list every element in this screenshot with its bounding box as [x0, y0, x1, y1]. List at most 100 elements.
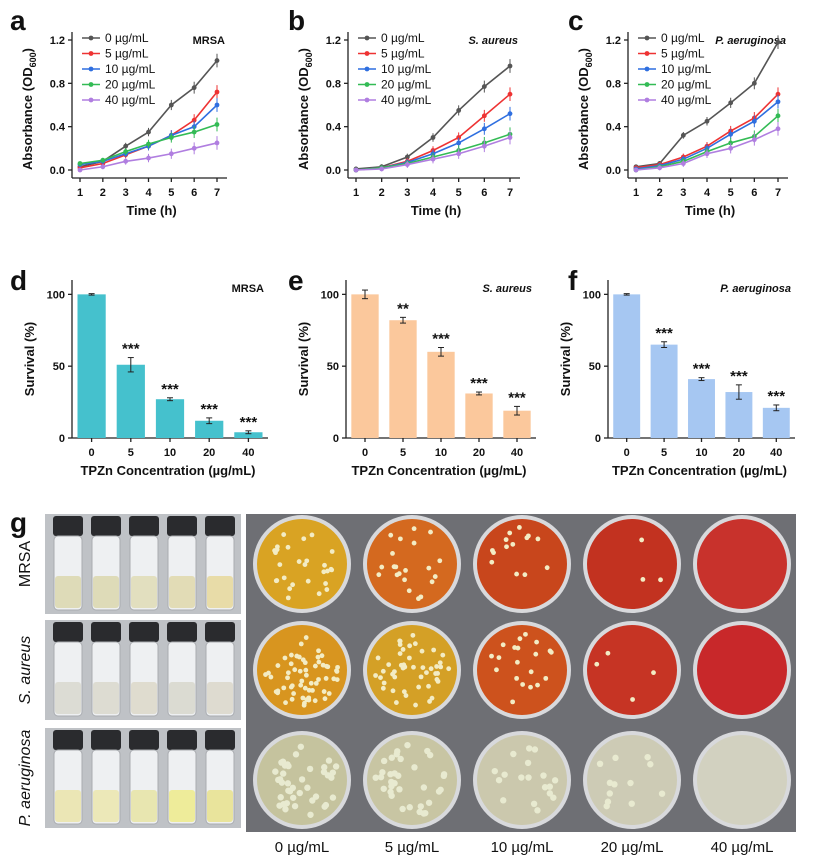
colony	[303, 672, 309, 678]
colony	[420, 784, 428, 791]
x-tick-label: 5	[661, 447, 667, 459]
x-tick-label: 4	[430, 187, 437, 199]
y-tick-label: 0	[595, 433, 601, 445]
data-point	[456, 135, 462, 140]
colony	[411, 540, 417, 546]
agar-plate	[697, 625, 787, 715]
data-point	[751, 80, 757, 86]
colony	[517, 636, 523, 642]
legend-marker	[644, 66, 650, 72]
legend-label: 10 µg/mL	[105, 62, 156, 76]
y-axis-label: Survival (%)	[558, 322, 573, 396]
y-tick-label: 100	[583, 289, 601, 301]
colony	[524, 759, 532, 767]
data-point	[680, 161, 686, 166]
colony	[386, 662, 392, 668]
panel-label: g	[10, 507, 27, 538]
colony	[528, 669, 534, 675]
y-tick-label: 100	[47, 289, 65, 301]
x-tick-label: 2	[100, 187, 106, 199]
colony	[277, 794, 284, 801]
colony	[393, 751, 400, 758]
bar	[234, 432, 263, 438]
colony	[335, 664, 340, 670]
colony	[320, 662, 326, 668]
colony	[285, 675, 290, 681]
colony	[528, 684, 533, 690]
significance-label: ***	[508, 389, 526, 406]
x-axis-label: Time (h)	[411, 203, 461, 218]
data-point	[214, 89, 220, 95]
x-tick-label: 20	[733, 447, 745, 459]
colony	[420, 665, 426, 671]
colony	[550, 794, 557, 801]
data-point	[657, 165, 663, 171]
colony	[503, 537, 509, 543]
colony	[275, 776, 282, 784]
colony	[285, 670, 291, 676]
colony	[596, 760, 604, 768]
y-tick-label: 0.4	[50, 122, 66, 134]
x-tick-label: 0	[624, 447, 630, 459]
colony	[375, 655, 381, 661]
colony	[288, 684, 294, 690]
colony	[644, 753, 651, 761]
x-tick-label: 6	[481, 187, 487, 199]
colony	[410, 632, 416, 638]
colony	[517, 525, 522, 530]
colony	[309, 532, 315, 538]
colony	[377, 773, 385, 781]
colony	[397, 651, 403, 657]
colony	[438, 664, 444, 670]
vial-cap	[205, 622, 235, 642]
bar-chart-panel-e: e 0 50 100 0 ** 5 *** 10 *** 20 *** 40 TPZn Concentra…	[288, 265, 536, 478]
colony	[395, 772, 402, 779]
data-point	[633, 167, 639, 173]
agar-plate	[587, 625, 677, 715]
data-point	[77, 161, 83, 166]
x-tick-label: 1	[77, 187, 83, 199]
colony	[319, 653, 325, 659]
y-tick-label: 0.0	[606, 165, 621, 177]
colony	[640, 577, 646, 582]
column-label: 10 µg/mL	[491, 839, 554, 856]
legend-marker	[644, 35, 650, 41]
y-axis-label: Absorbance (OD600)	[20, 48, 38, 170]
colony	[651, 670, 656, 676]
colony	[304, 558, 310, 564]
data-point	[214, 122, 220, 127]
colony	[396, 786, 403, 793]
data-point	[775, 39, 781, 45]
y-tick-label: 0	[333, 433, 339, 445]
agar-plate	[477, 625, 567, 715]
colony	[289, 696, 295, 702]
y-tick-label: 0.8	[326, 78, 341, 90]
data-point	[456, 151, 462, 157]
colony	[525, 745, 533, 752]
legend-label: 5 µg/mL	[661, 47, 705, 61]
colony	[372, 774, 379, 781]
significance-label: ***	[432, 331, 450, 348]
colony	[491, 767, 498, 775]
legend-label: 5 µg/mL	[381, 47, 425, 61]
vial-cap	[91, 730, 121, 750]
colony	[298, 776, 306, 783]
colony	[412, 641, 418, 647]
vial-cap	[167, 622, 197, 642]
bar	[155, 399, 185, 438]
colony	[297, 668, 303, 674]
colony	[321, 689, 327, 694]
photo-panel-g: g MRSA S. aureus P. aeruginosa 0 µg/mL 5 µg/m…	[10, 507, 796, 856]
colony	[515, 659, 520, 665]
colony	[510, 541, 516, 547]
data-point	[775, 126, 781, 132]
x-tick-label: 3	[680, 187, 686, 199]
data-point	[146, 155, 151, 161]
colony	[320, 768, 328, 776]
colony	[627, 779, 634, 787]
colony	[321, 764, 328, 771]
colony	[380, 785, 387, 792]
colony	[390, 688, 396, 694]
colony	[446, 666, 452, 672]
